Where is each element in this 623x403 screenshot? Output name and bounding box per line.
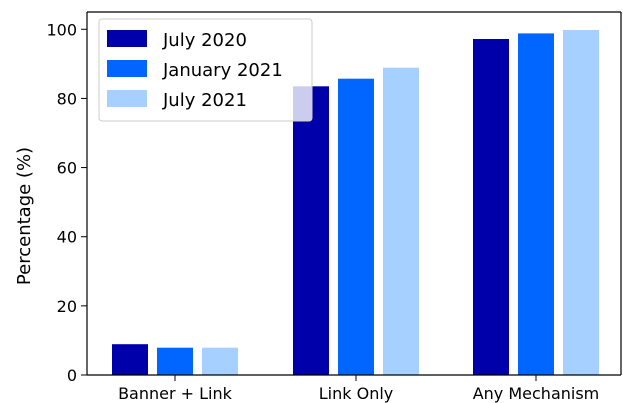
bar	[157, 347, 193, 375]
y-tick-label: 60	[57, 159, 77, 178]
y-tick-label: 100	[46, 20, 77, 39]
legend-swatch	[107, 30, 147, 47]
y-tick-label: 80	[57, 89, 77, 108]
bar	[112, 344, 148, 375]
legend: July 2020 January 2021 July 2021	[98, 18, 313, 122]
y-tick-label: 20	[57, 297, 77, 316]
bar	[518, 33, 554, 376]
legend-box	[98, 18, 313, 122]
bar	[293, 86, 329, 376]
y-axis-label: Percentage (%)	[14, 147, 35, 285]
x-tick-label: Any Mechanism	[473, 384, 600, 403]
legend-label: January 2021	[162, 60, 283, 81]
legend-swatch	[107, 60, 147, 77]
legend-swatch	[107, 90, 147, 107]
y-tick-label: 0	[67, 366, 77, 385]
y-tick-label: 40	[57, 228, 77, 247]
x-tick-label: Link Only	[319, 384, 394, 403]
bar	[338, 78, 374, 375]
bar	[383, 67, 419, 375]
bar	[563, 30, 599, 375]
legend-label: July 2020	[162, 30, 247, 51]
bar	[202, 347, 238, 375]
axes-layer: 0 20 40 60 80 100 Banner + Link Link Only Any Me…	[46, 11, 622, 403]
legend-label: July 2021	[162, 90, 247, 111]
bar	[473, 39, 509, 375]
x-tick-label: Banner + Link	[118, 384, 233, 403]
bars-layer	[112, 30, 599, 376]
